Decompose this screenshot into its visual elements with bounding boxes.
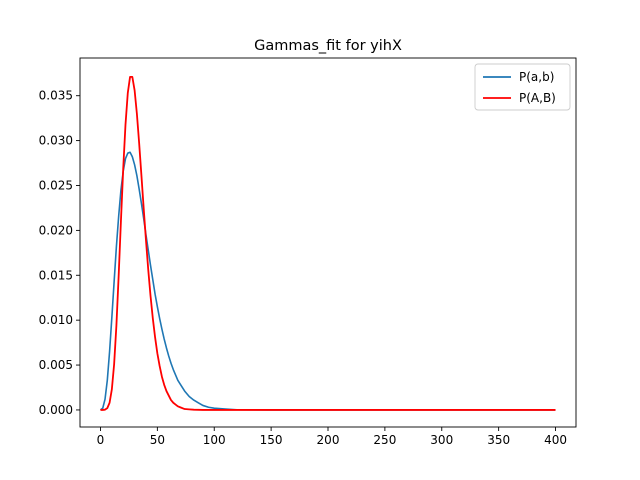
x-tick-label: 150 [260,433,283,447]
legend: P(a,b) P(A,B) [474,63,571,111]
series-line-1 [99,151,556,411]
x-tick-label: 0 [97,433,105,447]
x-tick-label: 400 [544,433,567,447]
legend-label-2: P(A,B) [519,91,556,105]
x-tick-label: 350 [487,433,510,447]
x-tick-label: 200 [317,433,340,447]
plot-area: 0 50 100 150 200 250 300 350 400 0.000 0.005 0.010 0… [39,57,577,447]
y-tick-label: 0.035 [39,89,73,103]
x-tick-label: 50 [150,433,165,447]
y-tick-label: 0.015 [39,268,73,282]
chart-title: Gammas_fit for yihX [254,38,402,54]
y-tick-label: 0.005 [39,358,73,372]
y-tick-label: 0.010 [39,313,73,327]
legend-label-1: P(a,b) [519,70,554,84]
y-tick-label: 0.030 [39,134,73,148]
y-tick-label: 0.025 [39,178,73,192]
y-tick-label: 0.000 [39,403,73,417]
y-tick-label: 0.020 [39,223,73,237]
x-tick-label: 300 [430,433,453,447]
x-tick-label: 100 [203,433,226,447]
series-line-2 [100,75,556,411]
x-tick-label: 250 [373,433,396,447]
